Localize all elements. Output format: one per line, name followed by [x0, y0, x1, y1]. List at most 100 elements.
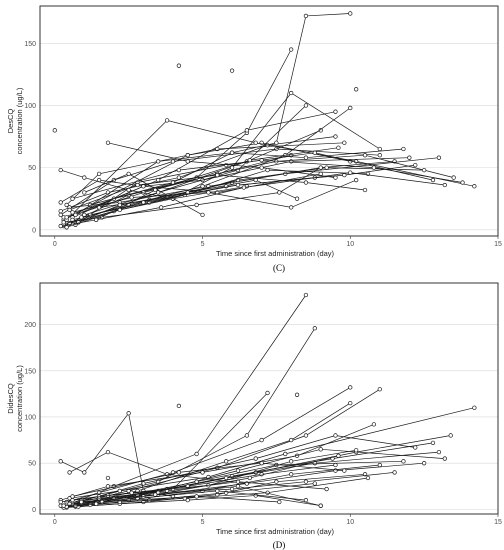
panel-d-data-point [253, 493, 258, 498]
panel-d-data-point [229, 486, 235, 492]
panel-c-data-point [303, 155, 309, 160]
panel-c-data-point [93, 217, 99, 222]
panel-d-subject-line [81, 485, 321, 507]
panel-c-x-tick-label: 10 [346, 241, 354, 248]
panel-d: 0 50 100 150 200 0 5 10 15 Time since first adm… [6, 282, 502, 550]
panel-c-data-point [324, 165, 329, 170]
panel-d-y-axis-label-line1: DidesCQ [6, 383, 15, 414]
panel-d-data-point [289, 472, 294, 477]
panel-c-data-point [176, 167, 182, 173]
panel-c-data-point [277, 190, 282, 195]
panel-d-data-point [224, 459, 229, 464]
panel-d-data-point [312, 326, 317, 331]
panel-d-data-point [430, 440, 436, 446]
panel-d-data-point [289, 437, 294, 443]
panel-d-y-tick-label: 200 [24, 322, 36, 329]
panel-c-data-point [141, 184, 146, 189]
panel-c-data-point [377, 153, 382, 158]
panel-d-data-point [318, 503, 323, 508]
panel-c-data-point [413, 162, 418, 168]
panel-d-data-point [70, 494, 75, 499]
panel-d-data-point [105, 475, 111, 481]
panel-c-data-point [129, 195, 134, 200]
panel-c-data-point [64, 215, 69, 220]
panel-d-x-tick-label: 0 [53, 519, 57, 526]
panel-c-y-tick-label: 150 [24, 41, 36, 48]
panel-d-frame [39, 282, 499, 515]
panel-d-data-point [82, 470, 87, 475]
panel-c-data-point [176, 63, 182, 68]
panel-d-data-point [235, 468, 241, 473]
panel-c-subject-line [95, 147, 339, 221]
panel-c-data-point [274, 140, 279, 145]
panel-c-data-point [64, 202, 69, 208]
panel-c-x-tick-label: 5 [201, 241, 205, 248]
panel-c-data-point [96, 171, 102, 176]
panel-c-data-point [342, 140, 347, 145]
panel-d-data-point [448, 433, 453, 438]
panel-d-data-point [303, 479, 309, 484]
panel-c-data-point [289, 47, 294, 52]
panel-d-data-point [194, 451, 199, 457]
panel-d-y-tick-label: 150 [24, 368, 36, 375]
panel-d-data-point [303, 497, 309, 503]
panel-d-x-axis-label: Time since first administration (day) [216, 527, 335, 536]
panel-d-data-point [141, 481, 146, 486]
panel-c-data-point [348, 11, 353, 16]
panel-d-subject-line [60, 328, 316, 507]
panel-c-subject-line [63, 142, 345, 221]
panel-c-data-point [153, 187, 158, 193]
panel-d-data-point [333, 433, 338, 438]
panel-c-data-point [206, 190, 211, 195]
panel-d-data-point [67, 470, 72, 475]
panel-c-x-axis-label: Time since first administration (day) [216, 249, 335, 258]
panel-d-data-point [58, 499, 63, 505]
panel-c-data-point [156, 190, 161, 195]
panel-d-data-point [442, 456, 447, 461]
panel-d-data-point [312, 481, 317, 486]
panel-d-x-tick-label: 15 [494, 519, 502, 526]
panel-c-x-tick-label: 0 [53, 241, 57, 248]
panel-c-data-point [58, 200, 63, 205]
panel-d-data-point [105, 449, 111, 455]
panel-d-data-point [117, 488, 122, 494]
panel-c-data-point [336, 145, 341, 150]
panel-d-y-tick-label: 100 [24, 414, 36, 421]
panel-d-x-tick-label: 10 [346, 519, 354, 526]
panel-c-data-point [105, 140, 111, 145]
panel-d-subject-line [66, 435, 451, 506]
panel-c-y-ticks: 0 50 100 150 [24, 41, 36, 234]
panel-c-gridlines [40, 42, 498, 231]
panel-d-data-point [336, 453, 341, 458]
panel-d-data-point [294, 392, 300, 397]
panel-d-data-point [105, 484, 111, 489]
panel-c-data-point [303, 13, 309, 19]
panel-d-y-tick-label: 50 [28, 461, 36, 468]
panel-d-data-point [129, 490, 134, 495]
panel-c-data-point [229, 68, 235, 73]
panel-c-data-point [348, 170, 353, 175]
panel-d-data-point [421, 461, 427, 466]
panel-d-data-point [472, 405, 477, 410]
panel-d-data-point [401, 459, 406, 464]
panel-c-data-point [460, 180, 465, 185]
panel-d-data-point [93, 501, 99, 506]
panel-c-data-point [70, 210, 75, 215]
panel-d-data-point [436, 449, 442, 455]
panel-c-frame [39, 5, 499, 237]
panel-c-data-point [200, 212, 205, 218]
panel-d-data-point [371, 422, 377, 427]
panel-c-data-point [79, 215, 84, 220]
panel-c-subject-line [107, 142, 336, 178]
panel-d-data-point [170, 494, 176, 499]
panel-d-data-point [348, 385, 353, 390]
panel-d-data-point [265, 390, 270, 396]
panel-d-data-point [333, 468, 338, 473]
panel-d-data-point [377, 462, 382, 468]
panel-d-data-point [274, 479, 279, 484]
panel-c-data-point [164, 118, 170, 123]
panel-c-data-point [354, 87, 359, 92]
panel-d-data-point [67, 496, 72, 501]
panel-c-data-point [303, 103, 309, 108]
